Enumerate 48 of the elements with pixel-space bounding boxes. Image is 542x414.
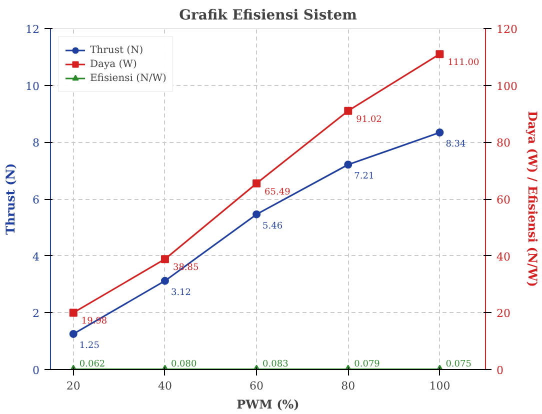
data-label: 3.12 — [170, 288, 192, 298]
y2-tick-label: 100 — [496, 80, 518, 93]
y2-tick-label: 60 — [496, 194, 510, 206]
data-label: 0.083 — [262, 359, 289, 370]
data-label: 1.25 — [79, 340, 100, 351]
x-tick-label: 80 — [341, 380, 356, 392]
point — [69, 330, 78, 338]
legend-label: Thrust (N) — [90, 44, 144, 57]
data-label: 0.080 — [170, 359, 198, 370]
y-tick-label: 8 — [32, 136, 40, 150]
y2-tick-label: 80 — [496, 136, 510, 150]
legend-label: Daya (W) — [90, 58, 137, 71]
data-label: 0.062 — [79, 359, 106, 370]
y2-tick-label: 120 — [496, 23, 518, 36]
y-tick-label: 12 — [26, 23, 40, 36]
data-label: 5.46 — [262, 221, 283, 232]
point — [436, 128, 444, 136]
point — [344, 106, 352, 115]
y-tick-label: 0 — [32, 364, 40, 377]
data-label: 91.02 — [356, 114, 382, 125]
data-label: 0.075 — [446, 359, 472, 370]
data-label: 111.00 — [448, 58, 480, 68]
point — [252, 179, 261, 188]
data-label: 0.079 — [354, 359, 380, 370]
y2-tick-label: 0 — [496, 364, 504, 377]
x-axis-title: PWM (%) — [236, 398, 300, 412]
y-axis-title: Thrust (N) — [4, 163, 18, 235]
point — [160, 276, 169, 285]
x-tick-label: 20 — [66, 380, 80, 392]
y-tick-label: 10 — [26, 80, 40, 93]
y-tick-label: 2 — [32, 307, 40, 320]
legend-label: Efisiensi (N/W) — [90, 72, 166, 85]
x-tick-label: 60 — [250, 380, 264, 392]
point — [252, 210, 261, 218]
y2-tick-label: 20 — [496, 307, 510, 320]
point — [160, 255, 169, 264]
point — [344, 160, 352, 169]
y2-axis-title: Daya (W) / Efisiensi (N/W) — [525, 111, 540, 287]
data-label: 65.49 — [264, 187, 291, 198]
point — [436, 50, 444, 58]
x-tick-label: 100 — [429, 380, 450, 392]
y2-tick-label: 40 — [496, 250, 510, 264]
data-label: 7.21 — [354, 172, 374, 182]
data-label: 8.34 — [446, 140, 466, 150]
chart-title: Grafik Efisiensi Sistem — [179, 8, 358, 24]
y-tick-label: 6 — [32, 194, 40, 206]
x-tick-label: 40 — [158, 380, 172, 392]
y-tick-label: 4 — [32, 250, 40, 264]
